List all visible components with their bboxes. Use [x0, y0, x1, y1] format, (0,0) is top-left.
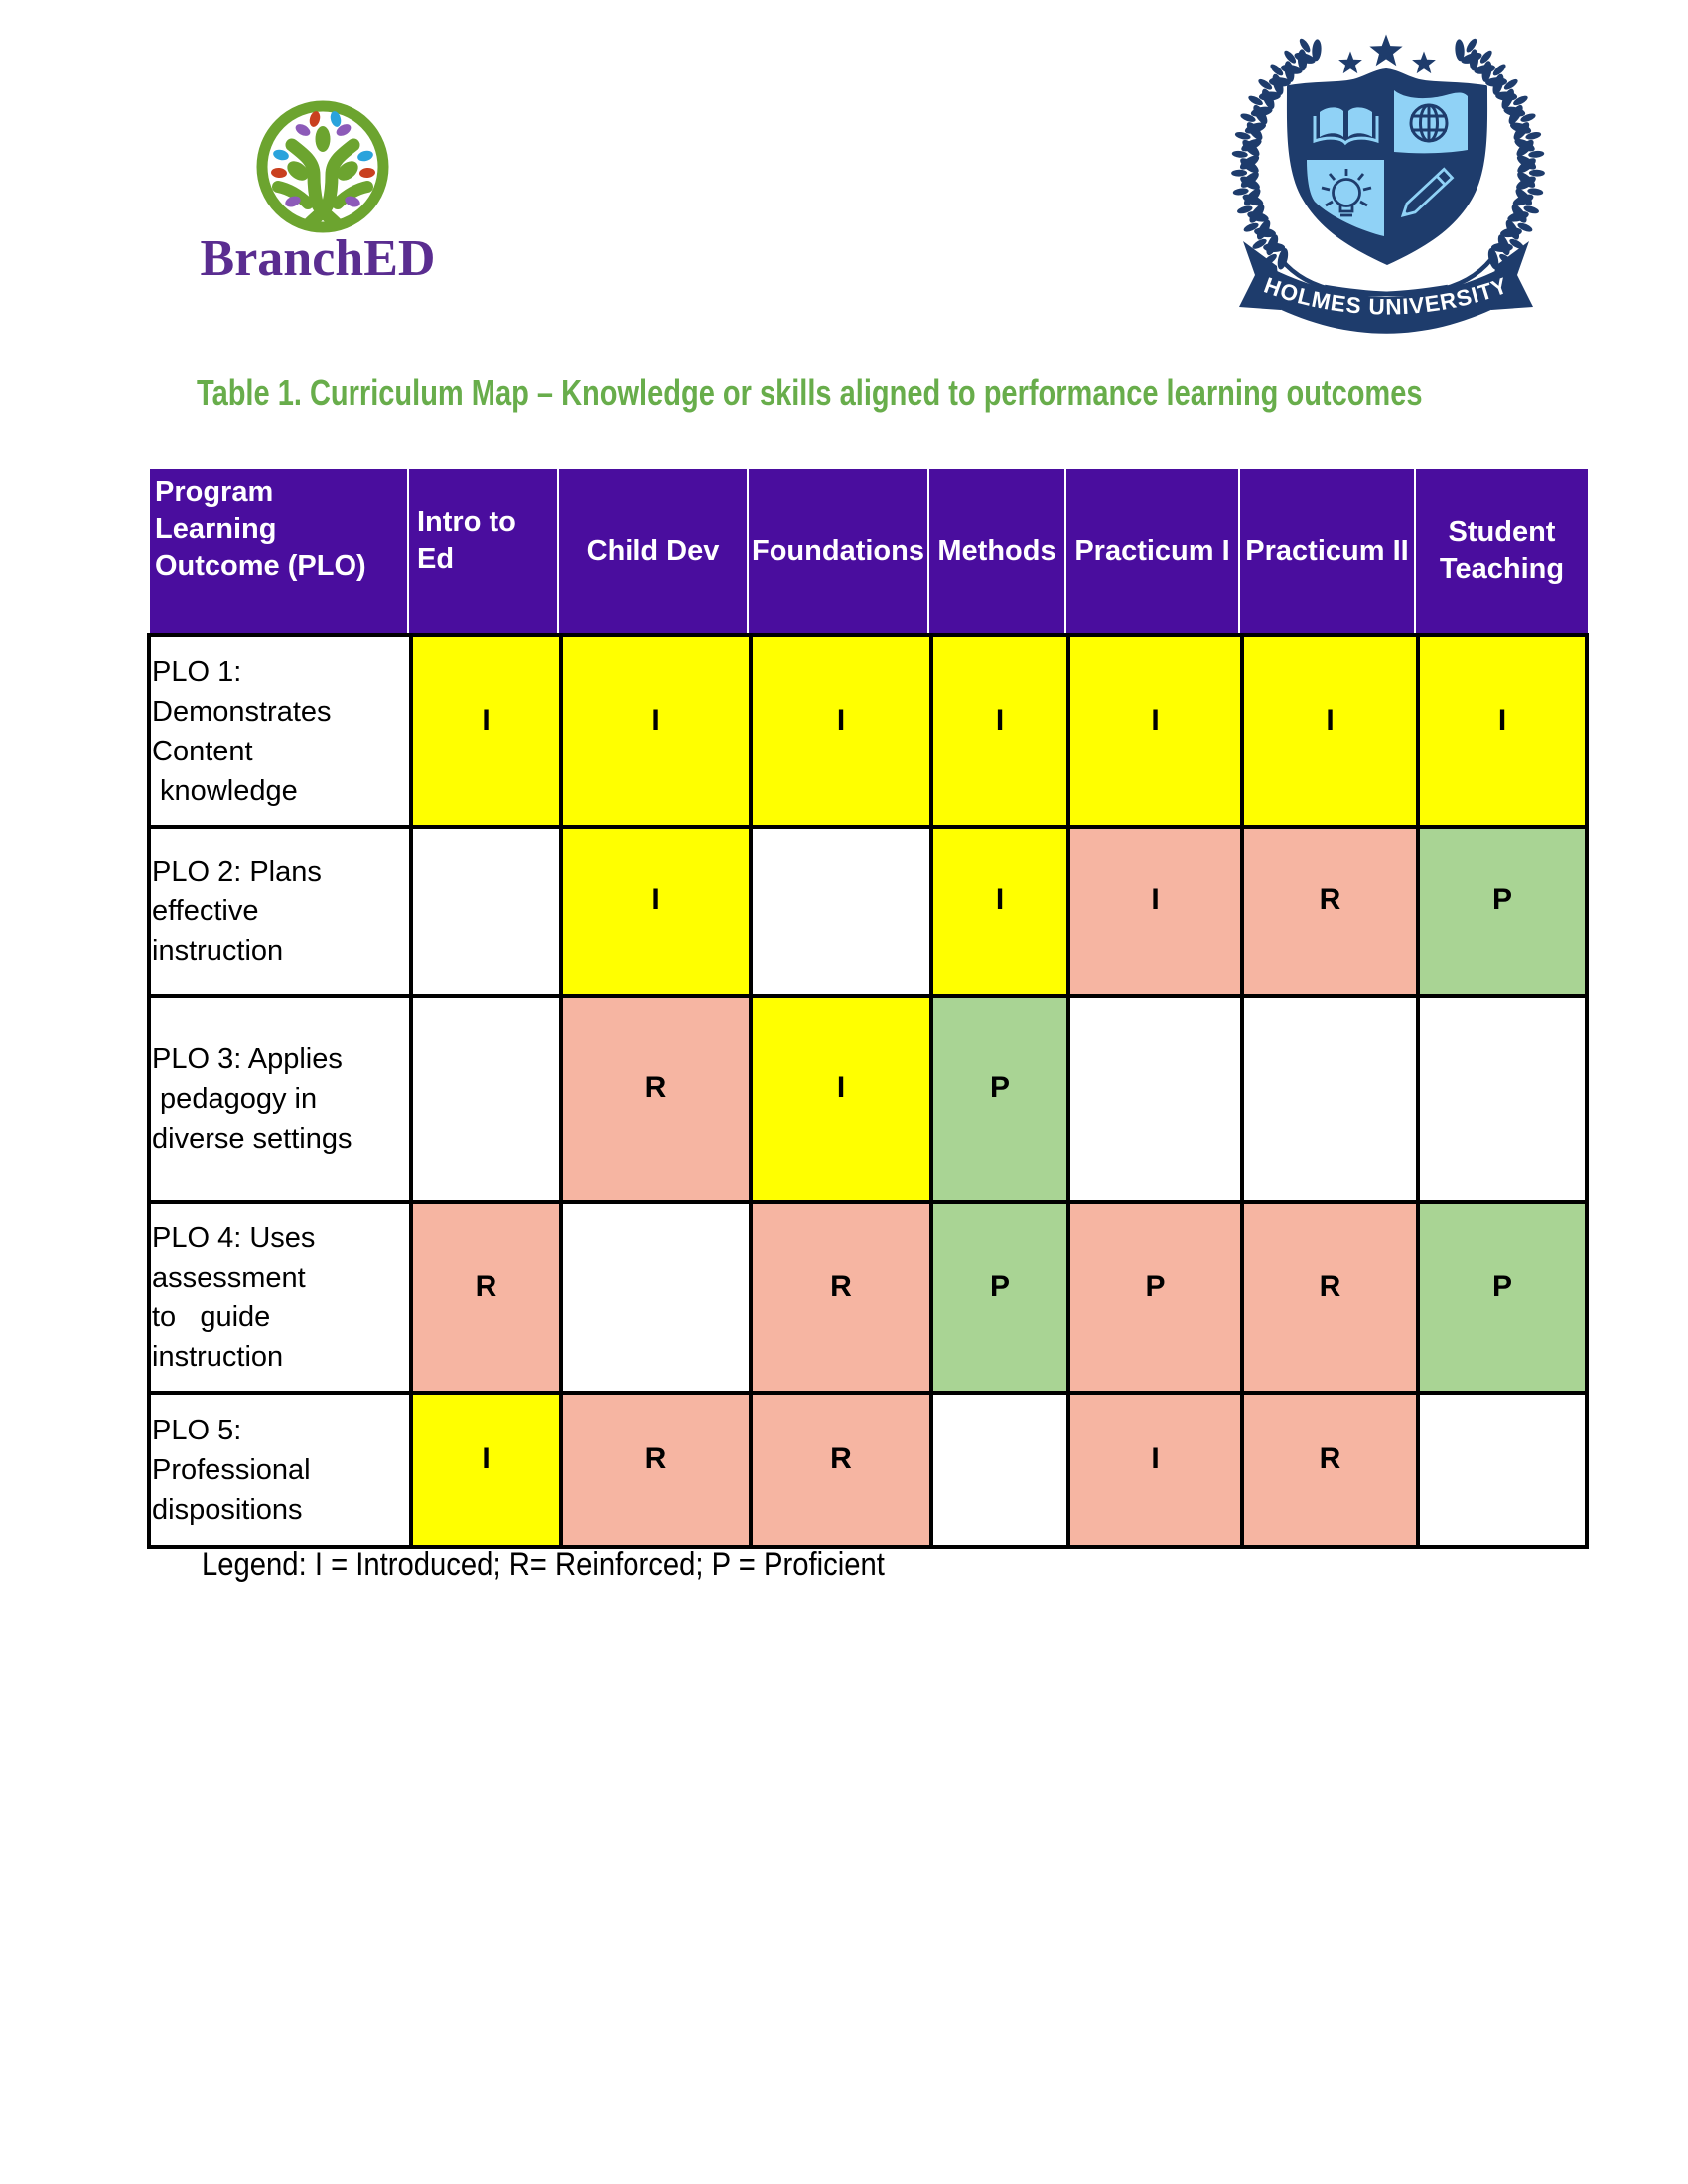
svg-text:BranchED: BranchED — [201, 230, 436, 287]
